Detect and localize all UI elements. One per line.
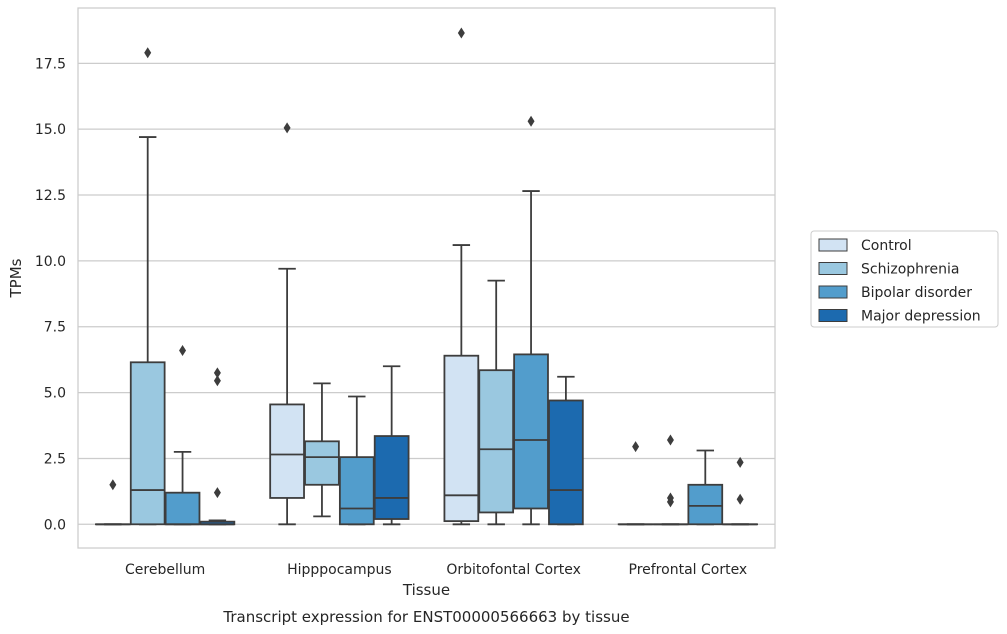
box — [513, 115, 549, 526]
x-tick-labels: Cerebellum Hipppocampus Orbitofontal Corte… — [125, 562, 747, 578]
legend-item: Control — [818, 238, 912, 254]
outlier-point — [213, 375, 221, 387]
legend-label: Bipolar disorder — [861, 285, 972, 301]
box — [269, 122, 305, 526]
legend-swatch — [818, 262, 848, 275]
box-rect — [687, 483, 724, 526]
box-rect — [269, 403, 305, 499]
outlier-point — [666, 492, 674, 504]
outlier-point — [666, 434, 674, 446]
outlier-point — [109, 479, 117, 491]
box-group — [617, 434, 758, 526]
outlier-point — [736, 456, 744, 468]
outlier-point — [213, 367, 221, 379]
box-groups — [95, 27, 758, 526]
box — [478, 279, 515, 526]
x-axis-title: Tissue — [402, 581, 450, 599]
outlier-point — [527, 115, 535, 127]
box-rect — [443, 354, 480, 523]
legend-frame — [810, 230, 999, 328]
y-tick-labels: 0.0 2.5 5.0 7.5 10.0 12.5 15.0 17.5 — [35, 56, 66, 533]
y-tick-label: 17.5 — [35, 56, 66, 72]
box — [164, 344, 201, 526]
box-rect — [513, 353, 549, 510]
y-axis-title: TPMs — [7, 258, 25, 298]
x-tick-label: Cerebellum — [125, 562, 205, 578]
box-group — [269, 122, 410, 526]
legend-label: Major depression — [861, 309, 981, 325]
outlier-point — [144, 47, 152, 59]
outlier-point — [179, 344, 187, 356]
y-tick-label: 15.0 — [35, 122, 66, 138]
box — [338, 395, 375, 526]
box — [722, 456, 758, 526]
box — [617, 441, 654, 526]
outlier-point — [283, 122, 291, 134]
box-rect — [304, 440, 340, 486]
box-rect — [373, 435, 410, 520]
y-tick-label: 12.5 — [35, 188, 66, 204]
box-rect — [548, 399, 584, 526]
box-rect — [478, 369, 515, 514]
box — [687, 449, 724, 526]
outlier-point — [457, 27, 465, 39]
box — [95, 479, 131, 526]
legend-item: Bipolar disorder — [818, 285, 972, 301]
box-group — [95, 47, 236, 526]
outlier-point — [632, 441, 640, 453]
legend-item: Major depression — [818, 309, 981, 325]
outlier-point — [736, 493, 744, 505]
y-tick-label: 5.0 — [44, 386, 66, 402]
legend-label: Schizophrenia — [861, 262, 959, 278]
legend-swatch — [818, 309, 848, 322]
box-rect — [338, 456, 375, 526]
legend-label: Control — [861, 238, 912, 254]
box — [373, 365, 410, 526]
box-rect — [164, 491, 201, 526]
y-tick-label: 0.0 — [44, 517, 66, 533]
x-tick-label: Orbitofontal Cortex — [446, 562, 581, 578]
legend-swatch — [818, 285, 848, 299]
y-tick-label: 10.0 — [35, 254, 66, 270]
legend-item: Schizophrenia — [818, 262, 959, 278]
x-tick-label: Prefrontal Cortex — [629, 562, 748, 578]
y-tick-label: 2.5 — [44, 451, 66, 467]
legend-swatch — [818, 238, 848, 252]
chart-caption: Transcript expression for ENST0000056666… — [222, 608, 629, 626]
box — [199, 367, 236, 526]
box — [129, 47, 166, 526]
x-tick-label: Hipppocampus — [287, 562, 392, 578]
outlier-point — [213, 487, 221, 499]
box — [443, 27, 480, 526]
legend: Control Schizophrenia Bipolar disorder Majo… — [810, 230, 999, 328]
box — [304, 382, 340, 518]
box — [548, 375, 584, 526]
plot-frame — [77, 7, 776, 549]
box-group — [443, 27, 584, 526]
box-rect — [129, 361, 166, 526]
y-tick-label: 7.5 — [44, 320, 66, 336]
box — [652, 434, 689, 526]
